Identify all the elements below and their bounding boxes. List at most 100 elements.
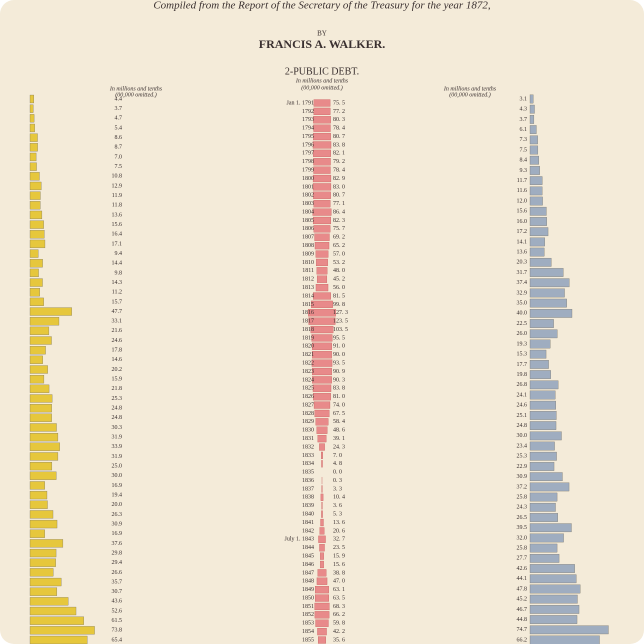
category-label: 1827	[302, 402, 314, 408]
value-label: 75. 7	[333, 226, 345, 232]
bar	[315, 284, 329, 292]
bar	[320, 493, 324, 501]
value-label: 13.6	[517, 249, 528, 255]
value-label: 58. 4	[333, 419, 345, 425]
value-label: 30.3	[112, 425, 123, 431]
category-label: 1812	[302, 277, 314, 283]
bar	[529, 227, 549, 237]
value-label: 44.8	[517, 617, 528, 623]
category-label: 1811	[302, 268, 314, 274]
bar	[29, 191, 41, 200]
category-label: July 1. 1843	[284, 537, 314, 543]
bar	[529, 625, 609, 635]
value-label: 103. 5	[333, 327, 348, 333]
bar	[321, 485, 323, 493]
bar	[529, 523, 572, 533]
value-label: 68. 3	[333, 604, 345, 610]
bar	[29, 626, 95, 635]
bar	[529, 635, 600, 644]
bar	[314, 242, 330, 250]
bar	[29, 394, 53, 403]
value-label: 16.9	[112, 483, 123, 489]
value-label: 32.9	[517, 290, 528, 296]
bar	[29, 143, 38, 152]
bar	[29, 635, 88, 644]
value-label: 80. 7	[333, 134, 345, 140]
category-label: 1848	[302, 579, 314, 585]
bar	[529, 298, 567, 308]
value-label: 17.2	[517, 229, 528, 235]
value-label: 90. 9	[333, 369, 345, 375]
value-label: 77. 1	[333, 201, 345, 207]
value-label: 31.7	[517, 270, 528, 276]
category-label: 1854	[302, 629, 314, 635]
category-label: 1853	[302, 621, 314, 627]
value-label: 69. 2	[333, 235, 345, 241]
bar	[319, 443, 325, 451]
value-label: 24.8	[112, 415, 123, 421]
value-label: 61.5	[112, 618, 123, 624]
bar	[314, 409, 330, 418]
value-label: 7.5	[520, 147, 528, 153]
bar	[316, 267, 328, 275]
value-label: 14.4	[112, 261, 123, 267]
value-label: 31.9	[112, 435, 123, 441]
bar	[29, 133, 38, 142]
value-label: 14.3	[112, 280, 123, 286]
bar	[29, 481, 45, 490]
value-label: 91. 0	[333, 344, 345, 350]
value-label: 74.7	[517, 627, 528, 633]
bar	[529, 574, 577, 584]
bar	[29, 114, 35, 123]
value-label: 30.9	[517, 474, 528, 480]
bar	[529, 217, 547, 226]
category-label: 1835	[302, 470, 314, 476]
bar	[316, 258, 328, 267]
bar	[29, 404, 52, 413]
bar	[529, 257, 552, 267]
category-label: 1831	[302, 436, 314, 442]
bar	[529, 166, 540, 175]
category-label: 1805	[302, 218, 314, 224]
category-label: 1792	[302, 109, 314, 115]
value-label: 3. 3	[333, 486, 342, 492]
bar	[315, 586, 329, 594]
bar	[529, 594, 578, 604]
category-label: 1804	[302, 209, 314, 215]
bar	[529, 186, 543, 196]
bar	[29, 616, 84, 625]
value-label: 53. 2	[333, 260, 345, 266]
bar	[315, 418, 329, 426]
category-label: 1845	[302, 553, 314, 559]
bar	[529, 421, 557, 430]
category-label: 1824	[302, 377, 314, 383]
value-label: 14.6	[112, 357, 123, 363]
value-label: 17.8	[112, 348, 123, 354]
category-label: 1829	[302, 419, 314, 425]
value-label: 20.3	[517, 260, 528, 266]
bar	[312, 367, 332, 376]
bar	[314, 611, 330, 619]
value-label: 23. 5	[333, 545, 345, 551]
bar	[29, 519, 58, 529]
bar	[29, 606, 77, 616]
category-label: 1850	[302, 595, 314, 601]
value-label: 123. 5	[333, 319, 348, 325]
bar	[529, 360, 549, 369]
bar	[529, 370, 551, 379]
value-label: 27.7	[517, 556, 528, 562]
value-label: 35.7	[112, 579, 123, 585]
value-label: 25.1	[517, 413, 528, 419]
bar	[29, 452, 59, 461]
bar	[529, 104, 535, 114]
category-label: 1820	[302, 344, 314, 350]
value-label: 16.0	[517, 219, 528, 225]
value-label: 15.6	[517, 209, 528, 215]
value-label: 75. 5	[333, 100, 345, 106]
value-label: 37.6	[112, 541, 123, 547]
bar	[29, 288, 40, 297]
value-label: 47.8	[517, 586, 528, 592]
value-label: 43.6	[112, 599, 123, 605]
category-label: 1826	[302, 394, 314, 400]
